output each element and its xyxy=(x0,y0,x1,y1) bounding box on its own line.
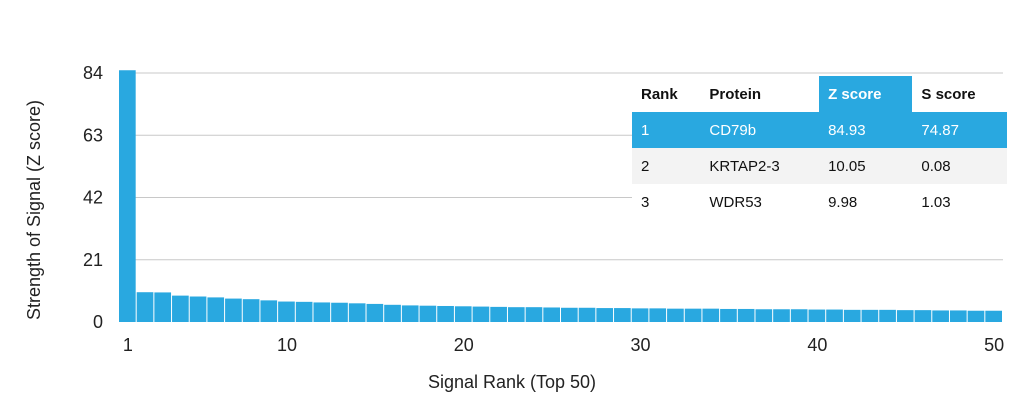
bar xyxy=(914,310,932,322)
x-axis-label: Signal Rank (Top 50) xyxy=(428,372,596,392)
bar xyxy=(207,297,225,322)
bar xyxy=(242,299,260,322)
bar xyxy=(189,296,207,322)
bar xyxy=(879,309,896,322)
bar xyxy=(932,310,949,322)
bar xyxy=(278,301,295,322)
bar xyxy=(808,309,826,322)
bar xyxy=(702,308,720,322)
bar xyxy=(507,307,525,322)
y-tick-label: 63 xyxy=(83,125,103,145)
y-tick-label: 0 xyxy=(93,312,103,332)
bar xyxy=(366,303,384,322)
table-row: 3 WDR53 9.98 1.03 xyxy=(632,184,1007,220)
cell-z-score: 9.98 xyxy=(819,184,913,220)
cell-s-score: 74.87 xyxy=(912,112,1007,148)
bar xyxy=(737,308,755,322)
bar xyxy=(136,292,154,322)
bar xyxy=(313,302,331,322)
table-row: 1 CD79b 84.93 74.87 xyxy=(632,112,1007,148)
bar xyxy=(454,306,472,322)
x-tick-label: 10 xyxy=(277,335,297,355)
table-row: 2 KRTAP2-3 10.05 0.08 xyxy=(632,148,1007,184)
y-tick-label: 42 xyxy=(83,188,103,208)
top-signal-table: Rank Protein Z score S score 1 CD79b 84.… xyxy=(632,76,1007,220)
cell-protein: CD79b xyxy=(700,112,820,148)
header-z-score: Z score xyxy=(819,76,913,112)
bar xyxy=(667,308,684,322)
bar xyxy=(525,307,543,322)
x-axis-ticks: 1 10 20 30 40 50 xyxy=(123,335,1004,355)
bar xyxy=(154,292,172,322)
cell-protein: KRTAP2-3 xyxy=(700,148,820,184)
header-s-score: S score xyxy=(912,76,1007,112)
y-tick-label: 21 xyxy=(83,250,103,270)
bar xyxy=(826,309,843,322)
table-header-row: Rank Protein Z score S score xyxy=(632,76,1007,112)
cell-z-score: 10.05 xyxy=(819,148,913,184)
bar xyxy=(172,295,189,322)
bar xyxy=(401,305,419,322)
x-tick-label: 40 xyxy=(807,335,827,355)
bar xyxy=(773,309,790,322)
bar xyxy=(348,303,366,322)
bar xyxy=(295,301,313,322)
bar xyxy=(614,308,631,322)
bar xyxy=(985,310,1002,322)
cell-protein: WDR53 xyxy=(700,184,820,220)
bar xyxy=(225,298,242,322)
y-axis-ticks: 84 63 42 21 0 xyxy=(83,63,103,332)
x-tick-label: 50 xyxy=(984,335,1004,355)
bar xyxy=(896,310,914,322)
bar xyxy=(843,309,861,322)
bar xyxy=(861,309,879,322)
bar xyxy=(631,308,649,322)
bar xyxy=(755,309,773,322)
bar xyxy=(437,305,454,322)
bar xyxy=(472,306,490,322)
y-tick-label: 84 xyxy=(83,63,103,83)
cell-rank: 3 xyxy=(632,184,701,220)
cell-z-score: 84.93 xyxy=(819,112,913,148)
x-tick-label: 30 xyxy=(631,335,651,355)
cell-rank: 1 xyxy=(632,112,701,148)
bar-series xyxy=(119,70,1002,322)
header-rank: Rank xyxy=(632,76,701,112)
x-tick-label: 1 xyxy=(123,335,133,355)
bar xyxy=(119,70,136,322)
cell-rank: 2 xyxy=(632,148,701,184)
bar xyxy=(790,309,808,322)
bar xyxy=(578,307,596,322)
bar xyxy=(543,307,560,322)
bar xyxy=(949,310,967,322)
y-axis-label: Strength of Signal (Z score) xyxy=(24,100,44,320)
bar xyxy=(490,306,507,322)
cell-s-score: 0.08 xyxy=(912,148,1007,184)
bar xyxy=(561,307,578,322)
cell-s-score: 1.03 xyxy=(912,184,1007,220)
bar xyxy=(596,308,614,322)
bar xyxy=(331,302,348,322)
bar xyxy=(967,310,985,322)
bar xyxy=(684,308,702,322)
x-tick-label: 20 xyxy=(454,335,474,355)
bar xyxy=(649,308,667,322)
bar xyxy=(720,308,737,322)
bar xyxy=(384,304,401,322)
header-protein: Protein xyxy=(700,76,820,112)
bar xyxy=(419,305,437,322)
bar xyxy=(260,300,278,322)
